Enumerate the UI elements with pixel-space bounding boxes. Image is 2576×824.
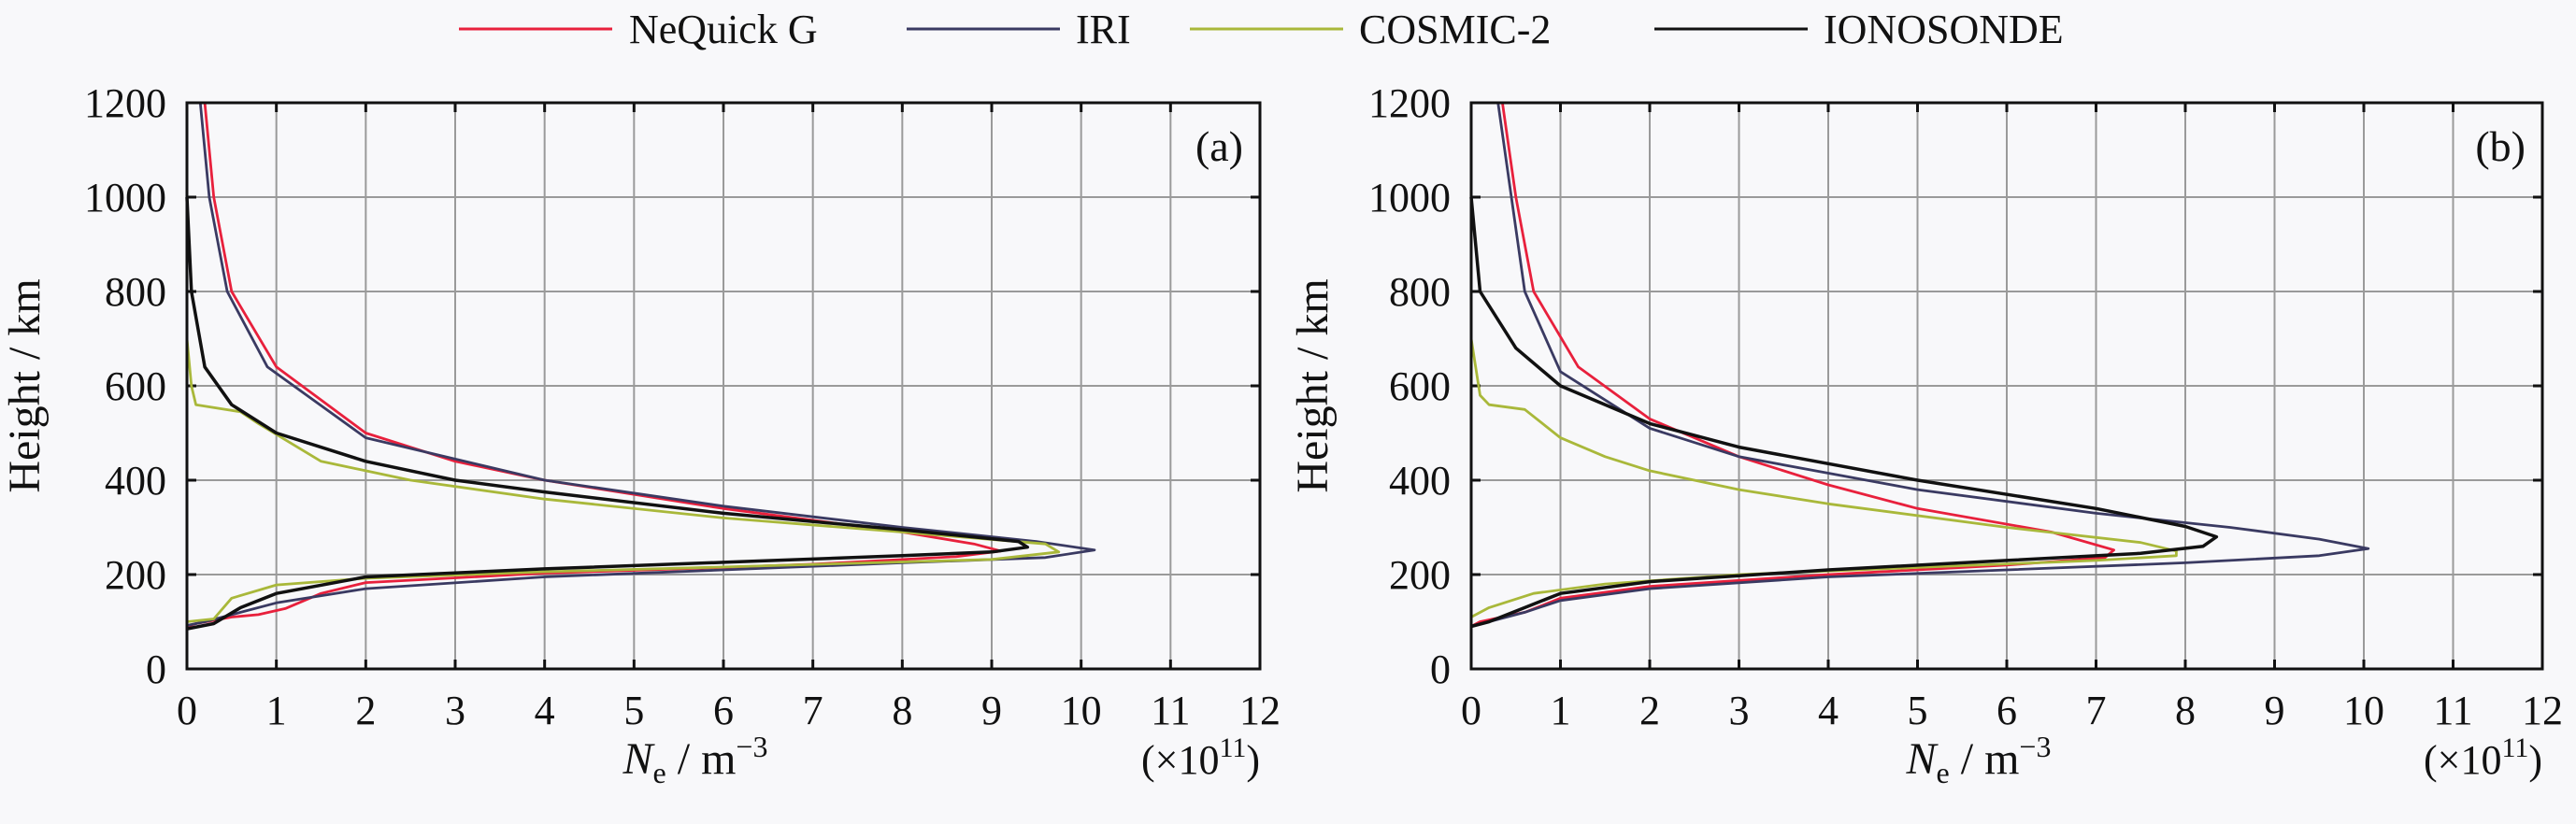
y-tick-label: 600 — [1389, 363, 1451, 409]
x-tick-label: 11 — [1151, 688, 1190, 733]
y-tick-label: 1200 — [1368, 80, 1451, 126]
x-label-exponent: −3 — [736, 730, 767, 763]
x-label-symbol: N — [1906, 734, 1939, 784]
x-tick-label: 9 — [2265, 688, 2285, 733]
x-axis-label: Ne / m−3 — [623, 730, 768, 789]
y-tick-label: 200 — [105, 552, 166, 598]
x-tick-label: 4 — [1818, 688, 1839, 733]
x-tick-label: 6 — [713, 688, 734, 733]
series-line-nequick-g — [186, 102, 1002, 628]
series-line-iri — [186, 102, 1096, 627]
y-tick-label: 800 — [105, 269, 166, 315]
y-axis-label: Height / km — [0, 278, 50, 492]
multiplier-suffix: ) — [1246, 737, 1260, 783]
x-tick-label: 12 — [1239, 688, 1281, 733]
x-tick-label: 10 — [1061, 688, 1102, 733]
x-tick-label: 6 — [1996, 688, 2017, 733]
x-multiplier: (×1011) — [2424, 732, 2542, 783]
x-tick-label: 10 — [2343, 688, 2384, 733]
multiplier-prefix: (×10 — [1141, 737, 1219, 783]
x-label-exponent: −3 — [2019, 730, 2051, 763]
y-tick-label: 0 — [1430, 646, 1451, 692]
y-tick-label: 600 — [105, 363, 166, 409]
plot-frame — [1469, 101, 2544, 671]
y-tick-label: 800 — [1389, 269, 1451, 315]
x-axis-label: Ne / m−3 — [1906, 730, 2052, 789]
x-tick-label: 0 — [177, 688, 197, 733]
x-tick-label: 7 — [2086, 688, 2107, 733]
x-tick-label: 2 — [355, 688, 376, 733]
x-tick-label: 3 — [445, 688, 465, 733]
panel-a: 0 1 2 3 4 5 6 7 8 9 10 11 12020040060080010001200(a)… — [0, 80, 1281, 789]
y-tick-label: 400 — [105, 458, 166, 504]
x-tick-label: 12 — [2522, 688, 2563, 733]
plot-frame — [185, 101, 1262, 671]
multiplier-prefix: (×10 — [2424, 737, 2501, 783]
x-tick-label: 3 — [1729, 688, 1750, 733]
x-tick-label: 9 — [981, 688, 1002, 733]
x-tick-label: 4 — [535, 688, 555, 733]
legend-label: NeQuick G — [629, 7, 818, 52]
legend-label: IRI — [1076, 7, 1131, 52]
x-label-subscript: e — [653, 756, 666, 789]
x-label-symbol: N — [623, 734, 656, 784]
y-tick-label: 1000 — [1368, 175, 1451, 220]
y-tick-label: 1000 — [84, 175, 166, 220]
legend-label: COSMIC-2 — [1359, 7, 1551, 52]
x-tick-label: 8 — [2175, 688, 2196, 733]
series-line-cosmic-2 — [1469, 103, 2178, 669]
x-tick-label: 8 — [892, 688, 912, 733]
series-line-ionosonde — [1469, 196, 2219, 629]
x-multiplier: (×1011) — [1141, 732, 1260, 783]
multiplier-suffix: ) — [2528, 737, 2542, 783]
series-line-iri — [1470, 102, 2370, 628]
y-tick-label: 0 — [146, 646, 166, 692]
x-label-subscript: e — [1937, 756, 1950, 789]
y-tick-label: 1200 — [84, 80, 166, 126]
multiplier-exponent: 11 — [2501, 732, 2528, 763]
x-tick-label: 5 — [623, 688, 644, 733]
x-tick-label: 0 — [1461, 688, 1481, 733]
x-tick-label: 5 — [1908, 688, 1928, 733]
series-line-nequick-g — [1470, 102, 2115, 628]
y-tick-label: 200 — [1389, 552, 1451, 598]
panel-label: (b) — [2475, 122, 2526, 170]
x-tick-label: 1 — [266, 688, 287, 733]
x-tick-label: 11 — [2433, 688, 2472, 733]
legend-label: IONOSONDE — [1824, 7, 2064, 52]
panel-label: (a) — [1195, 122, 1243, 170]
legend: NeQuick G IRI COSMIC-2 IONOSONDE — [459, 7, 2064, 52]
y-axis-label: Height / km — [1288, 278, 1338, 492]
y-tick-label: 400 — [1389, 458, 1451, 504]
x-label-unit: / m — [1950, 734, 2020, 784]
series-line-ionosonde — [185, 196, 1030, 631]
multiplier-exponent: 11 — [1219, 732, 1246, 763]
x-label-unit: / m — [666, 734, 737, 784]
x-tick-label: 2 — [1639, 688, 1660, 733]
x-tick-label: 7 — [803, 688, 823, 733]
panel-b: 0 1 2 3 4 5 6 7 8 9 10 11 12020040060080010001200(b)… — [1288, 80, 2563, 789]
x-tick-label: 1 — [1551, 688, 1571, 733]
